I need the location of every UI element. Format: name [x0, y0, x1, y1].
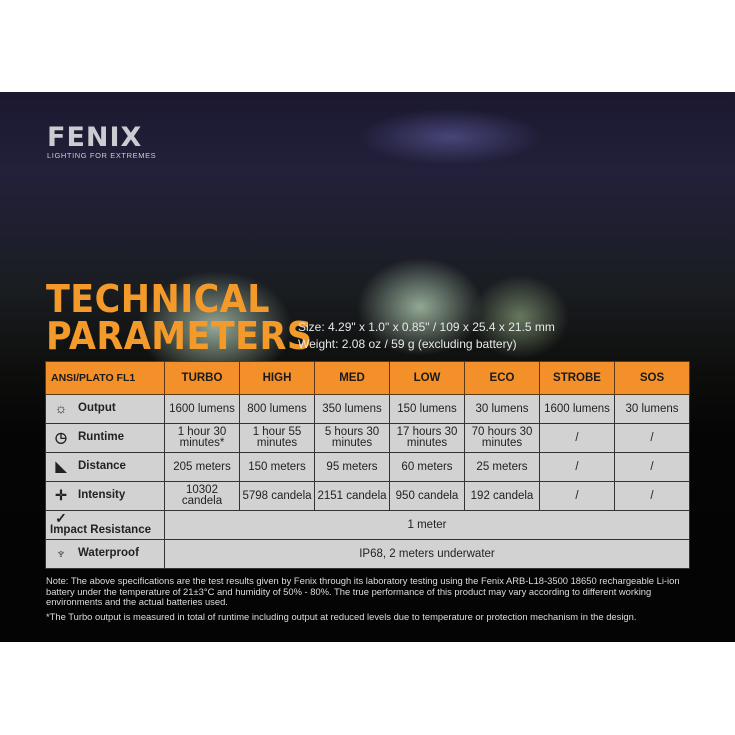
table-cell: 1 hour 30 minutes*	[164, 423, 240, 453]
row-label-text: Waterproof	[78, 547, 139, 560]
row-label-text: Output	[78, 402, 116, 415]
row-label: ☼ Output	[45, 394, 165, 424]
table-row: ◷ Runtime 1 hour 30 minutes* 1 hour 55 minu…	[45, 423, 690, 453]
spec-table: ANSI/PLATO FL1 TURBO HIGH MED LOW ECO STROBE SO…	[45, 361, 690, 569]
row-label-text: Impact Resistance	[50, 524, 151, 536]
water-drop-icon: ♆	[55, 545, 67, 562]
table-cell: 5798 candela	[239, 481, 315, 511]
title-line2: PARAMETERS	[46, 314, 313, 358]
table-header: ANSI/PLATO FL1 TURBO HIGH MED LOW ECO STROBE SO…	[45, 361, 690, 395]
light-burst-icon: ☼	[54, 400, 68, 417]
turbo-footnote: *The Turbo output is measured in total o…	[46, 610, 637, 622]
table-cell: /	[539, 423, 615, 453]
table-cell: 1600 lumens	[539, 394, 615, 424]
table-cell: 1 hour 55 minutes	[239, 423, 315, 453]
row-label: ♆ Waterproof	[45, 539, 165, 569]
spec-weight: Weight: 2.08 oz / 59 g (excluding batter…	[298, 337, 517, 351]
table-cell: 192 candela	[464, 481, 540, 511]
clock-icon: ◷	[54, 429, 68, 446]
table-cell: 350 lumens	[314, 394, 390, 424]
table-cell: /	[539, 481, 615, 511]
table-cell: 60 meters	[389, 452, 465, 482]
row-label: ✓Impact Resistance	[45, 510, 165, 540]
title-line1: TECHNICAL	[46, 277, 271, 321]
column-header: ECO	[464, 361, 540, 395]
table-row: ♆ Waterproof IP68, 2 meters underwater	[45, 539, 690, 569]
page-title: TECHNICAL PARAMETERS	[46, 277, 313, 358]
column-header: ANSI/PLATO FL1	[45, 361, 165, 395]
column-header: SOS	[614, 361, 690, 395]
table-cell: 95 meters	[314, 452, 390, 482]
table-cell: 17 hours 30 minutes	[389, 423, 465, 453]
table-cell: 150 lumens	[389, 394, 465, 424]
table-row: ✓Impact Resistance 1 meter	[45, 510, 690, 540]
table-cell: /	[614, 423, 690, 453]
table-cell: IP68, 2 meters underwater	[164, 539, 690, 569]
row-label-text: Runtime	[78, 431, 124, 444]
row-label-text: Distance	[78, 460, 126, 473]
column-header: TURBO	[164, 361, 240, 395]
row-label-text: Intensity	[78, 489, 126, 502]
table-cell: 1600 lumens	[164, 394, 240, 424]
fenix-logo: FENIX LIGHTING FOR EXTREMES	[47, 122, 156, 160]
column-header: LOW	[389, 361, 465, 395]
column-header: HIGH	[239, 361, 315, 395]
beam-icon: ◣	[55, 458, 67, 475]
column-header: STROBE	[539, 361, 615, 395]
table-cell: 70 hours 30 minutes	[464, 423, 540, 453]
table-cell: /	[539, 452, 615, 482]
row-label: ◣ Distance	[45, 452, 165, 482]
table-cell: 205 meters	[164, 452, 240, 482]
specs: Size: 4.29" x 1.0" x 0.85" / 109 x 25.4 …	[298, 319, 555, 353]
table-cell: 1 meter	[164, 510, 690, 540]
column-header: MED	[314, 361, 390, 395]
table-cell: /	[614, 452, 690, 482]
logo-brand: FENIX	[47, 122, 143, 153]
table-cell: 25 meters	[464, 452, 540, 482]
table-row: ✛ Intensity 10302 candela 5798 candela 2151 …	[45, 481, 690, 511]
notes: Note: The above specifications are the t…	[46, 575, 691, 622]
table-cell: 5 hours 30 minutes	[314, 423, 390, 453]
table-cell: 2151 candela	[314, 481, 390, 511]
row-label: ✛ Intensity	[45, 481, 165, 511]
table-cell: 30 lumens	[614, 394, 690, 424]
table-cell: 10302 candela	[164, 481, 240, 511]
table-cell: 800 lumens	[239, 394, 315, 424]
note-text: Note: The above specifications are the t…	[46, 575, 680, 607]
impact-icon: ✓	[55, 510, 67, 527]
target-icon: ✛	[55, 487, 67, 504]
table-cell: 30 lumens	[464, 394, 540, 424]
table-row: ☼ Output 1600 lumens 800 lumens 350 lumens 15…	[45, 394, 690, 424]
table-cell: /	[614, 481, 690, 511]
table-row: ◣ Distance 205 meters 150 meters 95 meters 60…	[45, 452, 690, 482]
spec-size: Size: 4.29" x 1.0" x 0.85" / 109 x 25.4 …	[298, 320, 555, 334]
logo-tagline: LIGHTING FOR EXTREMES	[47, 151, 157, 160]
row-label: ◷ Runtime	[45, 423, 165, 453]
table-cell: 150 meters	[239, 452, 315, 482]
table-cell: 950 candela	[389, 481, 465, 511]
